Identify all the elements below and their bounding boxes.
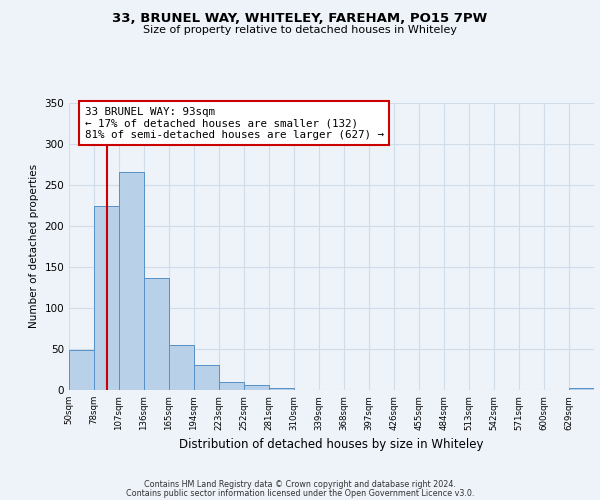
Bar (119, 172, 144, 390)
Text: Contains public sector information licensed under the Open Government Licence v3: Contains public sector information licen… (126, 489, 474, 498)
Y-axis label: Number of detached properties: Number of detached properties (29, 164, 39, 328)
Bar (194, 364, 219, 390)
X-axis label: Distribution of detached houses by size in Whiteley: Distribution of detached houses by size … (179, 438, 484, 451)
Bar (169, 345, 194, 390)
Bar (569, 388, 594, 390)
Bar (144, 278, 169, 390)
Text: 33, BRUNEL WAY, WHITELEY, FAREHAM, PO15 7PW: 33, BRUNEL WAY, WHITELEY, FAREHAM, PO15 … (112, 12, 488, 26)
Bar (219, 382, 244, 390)
Text: Contains HM Land Registry data © Crown copyright and database right 2024.: Contains HM Land Registry data © Crown c… (144, 480, 456, 489)
Text: Size of property relative to detached houses in Whiteley: Size of property relative to detached ho… (143, 25, 457, 35)
Bar (269, 388, 294, 390)
Bar (244, 385, 269, 390)
Bar (69, 350, 94, 390)
Bar (94, 206, 119, 390)
Text: 33 BRUNEL WAY: 93sqm
← 17% of detached houses are smaller (132)
81% of semi-deta: 33 BRUNEL WAY: 93sqm ← 17% of detached h… (85, 107, 384, 140)
